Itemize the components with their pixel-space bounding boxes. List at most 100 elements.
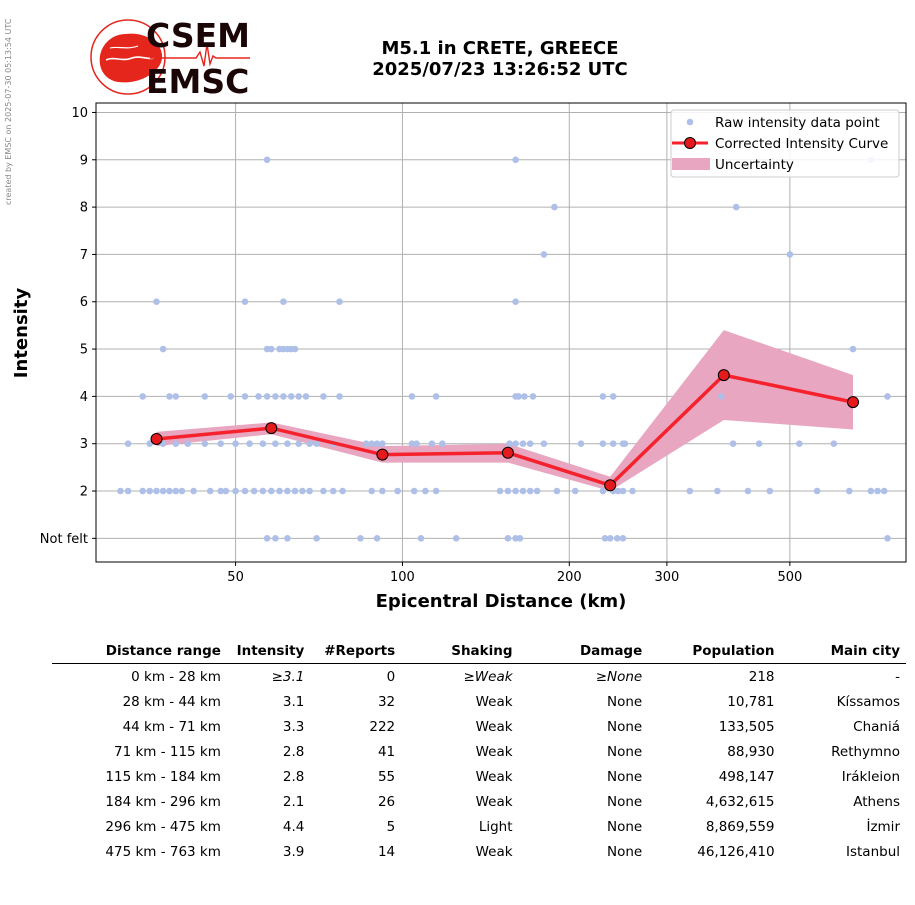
legend-raw-label: Raw intensity data point (715, 115, 880, 131)
raw-data-point (153, 298, 160, 306)
chart-title: M5.1 in CRETE, GREECE 2025/07/23 13:26:5… (300, 38, 700, 80)
raw-data-point (413, 440, 420, 448)
cell-population: 46,126,410 (697, 843, 775, 860)
raw-data-point (124, 440, 132, 448)
cell-reports: 14 (377, 843, 396, 860)
legend-raw-marker (686, 118, 694, 126)
corrected-curve-point (150, 433, 163, 445)
raw-data-point (232, 440, 239, 448)
raw-data-point (284, 487, 291, 495)
raw-data-point (368, 440, 376, 448)
uncertainty-band-layer (156, 330, 853, 491)
raw-data-point (357, 535, 364, 542)
raw-data-point (512, 487, 519, 495)
cell-reports: 222 (369, 718, 396, 735)
raw-data-point (410, 487, 418, 495)
raw-data-point (241, 487, 249, 495)
raw-data-point (744, 487, 752, 495)
cell-population: 498,147 (718, 768, 775, 785)
raw-data-point (329, 487, 337, 495)
raw-data-point (124, 487, 132, 495)
raw-data-point (867, 487, 875, 495)
raw-data-point (432, 487, 440, 495)
cell-intensity: 2.8 (282, 743, 305, 760)
cell-intensity: ≥3.1 (271, 668, 305, 685)
raw-data-point (291, 487, 299, 495)
raw-data-point (613, 535, 621, 542)
raw-data-point (884, 393, 891, 400)
raw-data-point (884, 535, 891, 542)
table-row: 296 km - 475 km 4.4 5 Light None 8,869,5… (52, 814, 906, 839)
y-tick-label: 9 (80, 153, 88, 168)
y-tick-label: 6 (80, 295, 88, 310)
raw-data-point (227, 393, 234, 400)
raw-data-point (766, 487, 774, 495)
raw-data-point (846, 487, 853, 495)
header-main-city: Main city (780, 640, 906, 664)
raw-data-point (551, 203, 558, 211)
raw-data-point (166, 393, 173, 400)
raw-data-point (201, 393, 209, 400)
cell-damage: None (607, 768, 643, 785)
raw-data-point (619, 535, 627, 542)
raw-data-point (609, 393, 617, 400)
raw-data-point (714, 487, 721, 495)
raw-data-point (320, 487, 327, 495)
header-damage: Damage (518, 640, 649, 664)
cell-population: 133,505 (718, 718, 775, 735)
raw-data-point (276, 487, 283, 495)
table-row: 28 km - 44 km 3.1 32 Weak None 10,781 Kí… (52, 689, 906, 714)
cell-damage: None (607, 718, 643, 735)
cell-distance-range: 296 km - 475 km (105, 818, 221, 835)
raw-data-point (577, 440, 585, 448)
raw-data-point (250, 487, 258, 495)
header-population: Population (648, 640, 781, 664)
x-tick-label: 50 (227, 570, 244, 585)
raw-data-point (190, 487, 197, 495)
raw-data-point (432, 393, 440, 400)
x-tick-label: 500 (777, 570, 802, 585)
raw-data-point (373, 535, 381, 542)
raw-data-point (336, 393, 343, 400)
raw-data-point (601, 535, 609, 542)
cell-intensity: 3.9 (282, 843, 305, 860)
raw-data-point (606, 535, 614, 542)
corrected-curve-point (717, 369, 730, 382)
raw-data-point (139, 487, 146, 495)
cell-shaking: Weak (475, 793, 513, 810)
raw-data-point (732, 203, 740, 211)
y-tick-label: 2 (80, 485, 88, 500)
raw-data-point (880, 487, 888, 495)
raw-data-point (259, 487, 267, 495)
header-intensity: Intensity (226, 640, 311, 664)
raw-data-point (571, 487, 579, 495)
cell-damage: None (607, 818, 643, 835)
y-tick-label: 10 (71, 106, 88, 121)
raw-data-point (295, 440, 303, 448)
raw-data-point (268, 487, 275, 495)
raw-data-point (259, 440, 267, 448)
raw-data-point (521, 393, 528, 400)
raw-data-point (291, 345, 299, 353)
raw-data-point (379, 440, 386, 448)
raw-data-point (529, 393, 537, 400)
raw-data-point (417, 535, 425, 542)
cell-main-city: Kíssamos (836, 693, 900, 710)
logo-top-word: CSEM (146, 16, 250, 55)
legend-uncertainty-label: Uncertainty (715, 157, 794, 173)
table-row: 115 km - 184 km 2.8 55 Weak None 498,147… (52, 764, 906, 789)
raw-data-point (609, 440, 617, 448)
cell-distance-range: 28 km - 44 km (122, 693, 221, 710)
raw-data-point (540, 440, 548, 448)
raw-data-point (255, 393, 262, 400)
raw-data-point (246, 440, 253, 448)
raw-data-point (287, 393, 295, 400)
raw-data-point (422, 487, 429, 495)
raw-data-point (166, 487, 173, 495)
raw-data-point (686, 487, 694, 495)
table-row: 0 km - 28 km ≥3.1 0 ≥Weak ≥None 218 - (52, 664, 906, 690)
raw-data-point (428, 440, 436, 448)
raw-data-point (217, 440, 224, 448)
raw-data-point (540, 251, 548, 258)
cell-shaking: Weak (475, 718, 513, 735)
